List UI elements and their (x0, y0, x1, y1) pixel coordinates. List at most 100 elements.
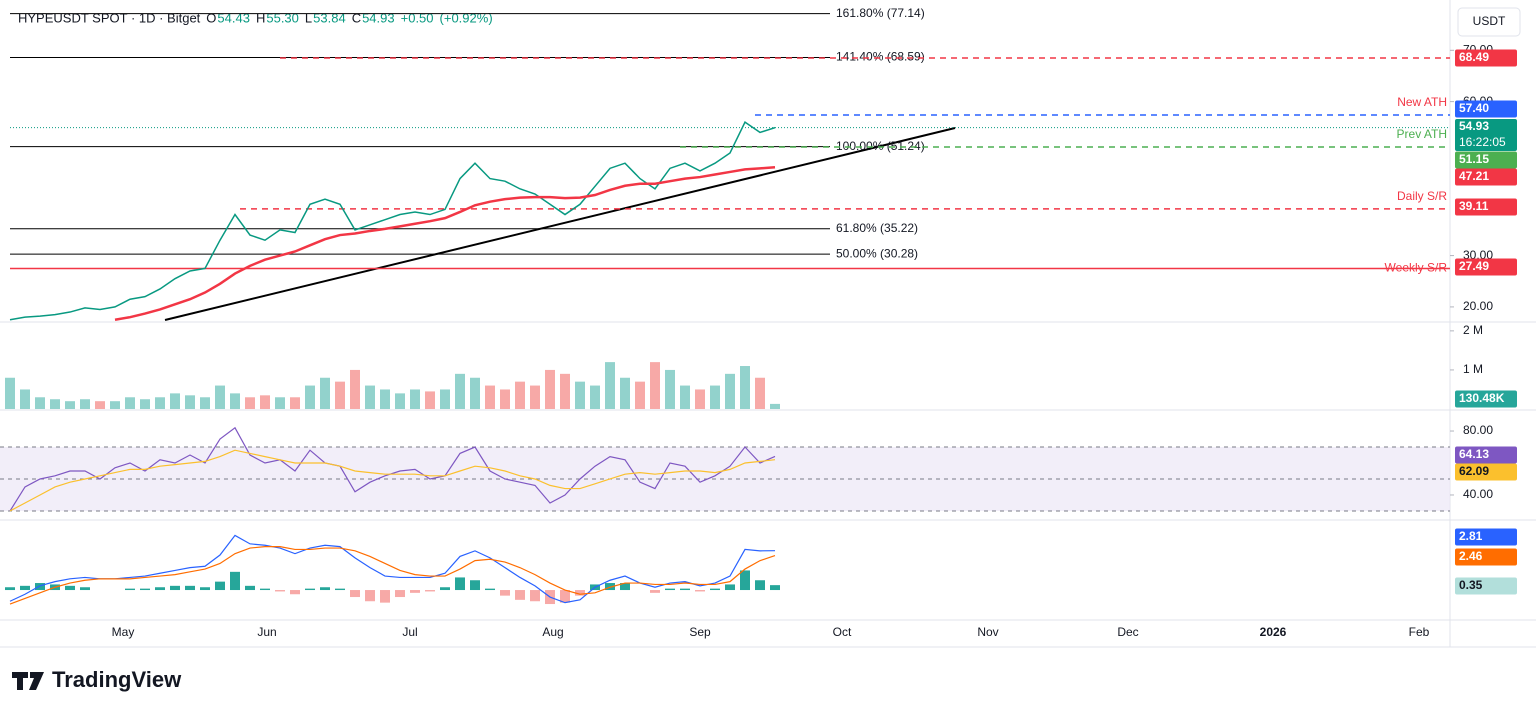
price-tag (1455, 168, 1517, 186)
macd-histogram-bar (530, 590, 540, 602)
series-line (114, 166, 776, 321)
macd-histogram-bar (155, 587, 165, 591)
ohlc-key: O (206, 10, 216, 25)
price-tag-label: 0.35 (1459, 578, 1483, 592)
volume-bar (260, 395, 270, 409)
price-tag-label: 130.48K (1459, 391, 1505, 405)
volume-bar (605, 362, 615, 409)
y-tick-label: 20.00 (1463, 299, 1493, 313)
volume-bar (650, 362, 660, 409)
macd-histogram-bar (665, 588, 675, 591)
price-tag (1455, 390, 1517, 408)
volume-bar (5, 377, 15, 409)
volume-bar (620, 377, 630, 409)
macd-histogram-bar (140, 588, 150, 591)
macd-histogram-bar (200, 587, 210, 591)
price-tag-label: 27.49 (1459, 259, 1489, 273)
macd-histogram-bar (20, 585, 30, 591)
macd-histogram-bar (560, 590, 570, 603)
x-tick-label: 2026 (1260, 625, 1287, 639)
ohlc-value: 53.84 (313, 10, 346, 25)
price-tag (1455, 577, 1517, 595)
volume-bar (755, 377, 765, 409)
macd-histogram-bar (275, 590, 285, 592)
macd-histogram-bar (290, 590, 300, 595)
volume-bar (155, 397, 165, 409)
volume-bar (230, 393, 240, 409)
price-tag (1455, 548, 1517, 566)
volume-bar (710, 385, 720, 409)
volume-bar (65, 401, 75, 409)
volume-bar (575, 381, 585, 409)
macd-histogram-bar (710, 588, 720, 591)
level-label: Weekly S/R (1385, 261, 1448, 275)
volume-bar (335, 381, 345, 409)
macd-histogram-bar (260, 588, 270, 591)
price-tag-label: 62.09 (1459, 464, 1489, 478)
volume-bar (80, 399, 90, 409)
price-tag-label: 2.46 (1459, 549, 1483, 563)
y-tick-label: 80.00 (1463, 423, 1493, 437)
ohlc-key: C (352, 10, 361, 25)
x-tick-label: Aug (542, 625, 563, 639)
fib-label: 161.80% (77.14) (836, 6, 925, 20)
macd-histogram-bar (515, 590, 525, 600)
macd-histogram-bar (695, 590, 705, 592)
y-tick-label: 40.00 (1463, 487, 1493, 501)
macd-histogram-bar (230, 571, 240, 591)
price-tag (1455, 446, 1517, 464)
volume-bar (140, 399, 150, 409)
volume-bar (740, 366, 750, 409)
fib-label: 50.00% (30.28) (836, 246, 918, 260)
volume-bar (50, 399, 60, 409)
axis-unit[interactable]: USDT (1473, 14, 1506, 28)
volume-bar (125, 397, 135, 409)
price-tag-label: 51.15 (1459, 152, 1489, 166)
macd-histogram-bar (440, 587, 450, 591)
macd-histogram-bar (740, 570, 750, 591)
y-tick-label: 1 M (1463, 362, 1483, 376)
y-tick-label: 30.00 (1463, 248, 1493, 262)
macd-histogram-bar (770, 585, 780, 591)
volume-bar (110, 401, 120, 409)
volume-bar (185, 395, 195, 409)
macd-histogram-bar (170, 585, 180, 591)
price-tag-label: 68.49 (1459, 50, 1489, 64)
macd-histogram-bar (185, 585, 195, 591)
macd-histogram-bar (725, 584, 735, 591)
price-tag-label: 64.13 (1459, 447, 1489, 461)
x-tick-label: Dec (1117, 625, 1138, 639)
macd-histogram-bar (365, 590, 375, 602)
macd-histogram-bar (245, 585, 255, 591)
macd-histogram-bar (335, 588, 345, 591)
x-tick-label: Sep (689, 625, 711, 639)
volume-bar (290, 397, 300, 409)
volume-bar (425, 391, 435, 409)
macd-histogram-bar (470, 580, 480, 591)
unit-button[interactable] (1457, 7, 1521, 37)
price-tag (1455, 463, 1517, 481)
price-tag-label: 54.93 (1459, 119, 1489, 133)
macd-histogram-bar (35, 583, 45, 591)
macd-histogram-bar (350, 590, 360, 598)
volume-bar (170, 393, 180, 409)
price-tag (1455, 151, 1517, 169)
macd-histogram-bar (380, 590, 390, 603)
volume-bar (20, 389, 30, 409)
macd-histogram-bar (80, 587, 90, 591)
volume-bar (35, 397, 45, 409)
x-tick-label: Oct (833, 625, 852, 639)
x-tick-label: Jun (257, 625, 276, 639)
series-line (9, 449, 776, 512)
fib-label: 141.40% (68.59) (836, 50, 925, 64)
macd-histogram-bar (485, 588, 495, 591)
volume-bar (200, 397, 210, 409)
price-tag-label: 39.11 (1459, 199, 1489, 213)
volume-bar (365, 385, 375, 409)
macd-histogram-bar (215, 581, 225, 591)
volume-bar (350, 369, 360, 409)
volume-bar (635, 381, 645, 409)
volume-bar (410, 389, 420, 409)
